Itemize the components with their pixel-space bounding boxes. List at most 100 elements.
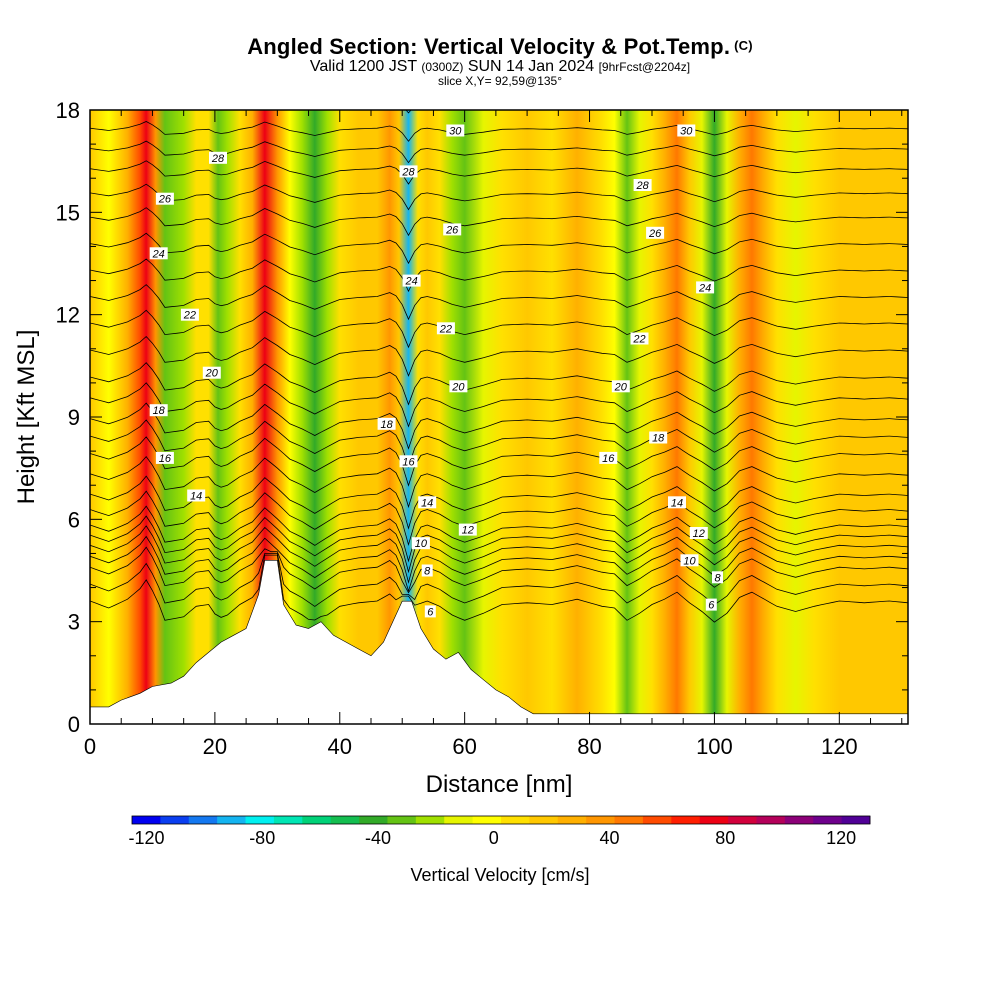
- contour-label-bg: [399, 455, 418, 468]
- contour-label-bg: [155, 451, 174, 464]
- y-tick-label: 15: [56, 200, 80, 225]
- contour-label: 10: [683, 555, 696, 567]
- colorbar-swatch: [841, 816, 871, 824]
- contour-label: 30: [449, 126, 462, 138]
- colorbar-tick-label: 80: [715, 828, 735, 848]
- colorbar-swatch: [557, 816, 587, 824]
- y-tick-label: 3: [68, 610, 80, 635]
- isentrope-line: [90, 402, 908, 450]
- contour-label-bg: [712, 571, 723, 584]
- contour-label: 20: [451, 381, 465, 393]
- colorbar-frame: [131, 815, 871, 825]
- contour-label: 24: [698, 282, 711, 294]
- contour-label: 14: [671, 497, 683, 509]
- contour-label: 18: [652, 433, 665, 445]
- contour-label: 8: [714, 572, 721, 584]
- contour-label: 14: [190, 491, 202, 503]
- y-axis-label: Height [Kft MSL]: [13, 330, 40, 505]
- contour-label-bg: [689, 527, 708, 539]
- valid-utc: (0300Z): [421, 60, 464, 74]
- colorbar-swatch: [529, 816, 559, 824]
- contour-label: 8: [424, 566, 431, 578]
- isentrope-line: [90, 362, 908, 406]
- contour-labels: 30 30 28 28 28 26 26 26 24 24 24 22 22 22 20 20 20 18 18 18…: [149, 124, 723, 618]
- contour-label: 22: [439, 323, 452, 335]
- contour-label: 20: [205, 368, 219, 380]
- colorbar-swatch: [330, 816, 360, 824]
- contour-label-bg: [436, 322, 455, 335]
- colorbar-tick-label: 0: [489, 828, 499, 848]
- contour-label-bg: [155, 192, 174, 205]
- x-tick-label: 100: [696, 734, 733, 759]
- contour-label: 28: [401, 166, 415, 178]
- colorbar-swatch: [444, 816, 474, 824]
- isentrope-line: [90, 505, 908, 563]
- contour-label: 16: [402, 456, 415, 468]
- contour-label-bg: [649, 431, 668, 444]
- contour-label-bg: [668, 496, 686, 509]
- colorbar-swatch: [671, 816, 701, 824]
- colorbar-swatch: [586, 816, 615, 824]
- chart-title: Angled Section: Vertical Velocity & Pot.…: [0, 36, 1000, 58]
- colorbar-swatch: [359, 816, 388, 824]
- colorbar-tick-label: -80: [249, 828, 275, 848]
- isentrope-line: [90, 546, 908, 594]
- contour-label: 22: [632, 334, 645, 346]
- contour-label-bg: [149, 247, 168, 260]
- contour-label: 26: [158, 194, 172, 206]
- colorbar-swatch: [813, 816, 843, 824]
- y-tick-label: 0: [68, 712, 80, 737]
- x-tick-label: 40: [328, 734, 352, 759]
- contour-label: 10: [415, 538, 428, 550]
- isentrope-line: [90, 207, 908, 237]
- contour-label-bg: [202, 366, 221, 379]
- contour-label-bg: [458, 523, 477, 536]
- contour-label: 6: [708, 600, 715, 612]
- contour-label: 24: [152, 248, 165, 260]
- contour-label-bg: [449, 380, 468, 393]
- colorbar-swatch: [642, 816, 672, 824]
- contour-label: 24: [404, 276, 417, 288]
- colorbar-swatch: [756, 816, 786, 824]
- colorbar-swatch: [245, 816, 275, 824]
- slice-info: slice X,Y= 92,59@135°: [437, 74, 563, 88]
- contour-label: 18: [153, 405, 166, 417]
- contour-label-bg: [633, 179, 652, 191]
- y-tick-label: 6: [68, 507, 80, 532]
- isentrope-line: [90, 455, 908, 509]
- potential-temperature-contours: [90, 110, 908, 623]
- contour-label: 18: [380, 419, 393, 431]
- contour-label: 28: [635, 180, 649, 192]
- colorbar-swatch: [472, 816, 502, 824]
- contour-label: 14: [421, 497, 433, 509]
- isentrope-line: [90, 490, 908, 547]
- contour-label: 22: [183, 310, 196, 322]
- isentrope-line: [90, 554, 908, 623]
- contour-label-bg: [696, 281, 715, 294]
- isentrope-line: [90, 258, 908, 293]
- isentrope-line: [90, 475, 908, 530]
- y-tick-label: 18: [56, 98, 80, 123]
- colorbar-swatch: [784, 816, 814, 824]
- contour-label-bg: [421, 564, 433, 577]
- y-axis: 0 3 6 9 12 15 18: [56, 98, 908, 737]
- contour-label-bg: [418, 496, 437, 509]
- valid-date: SUN 14 Jan 2024: [467, 58, 595, 75]
- contour-label-bg: [677, 124, 696, 137]
- colorbar-swatch: [302, 816, 332, 824]
- x-tick-label: 20: [203, 734, 227, 759]
- copyright-mark: (C): [734, 38, 753, 53]
- vertical-velocity-field: [90, 110, 908, 724]
- contour-label: 16: [159, 453, 172, 465]
- colorbar-swatch: [273, 816, 303, 824]
- colorbar-tick-label: -40: [365, 828, 391, 848]
- colorbar-swatch: [501, 816, 530, 824]
- contour-label-bg: [680, 554, 699, 567]
- x-axis: 0 20 40 60 80 100 120: [84, 110, 903, 759]
- colorbar-swatch: [160, 816, 190, 824]
- chart-title-main: Angled Section: Vertical Velocity & Pot.…: [247, 34, 731, 59]
- plot-area: 30 30 28 28 28 26 26 26 24 24 24 22 22 22 20 20 20 18 18 18…: [89, 109, 909, 725]
- colorbar-label: Vertical Velocity [cm/s]: [410, 865, 589, 885]
- colorbar-swatch: [188, 816, 218, 824]
